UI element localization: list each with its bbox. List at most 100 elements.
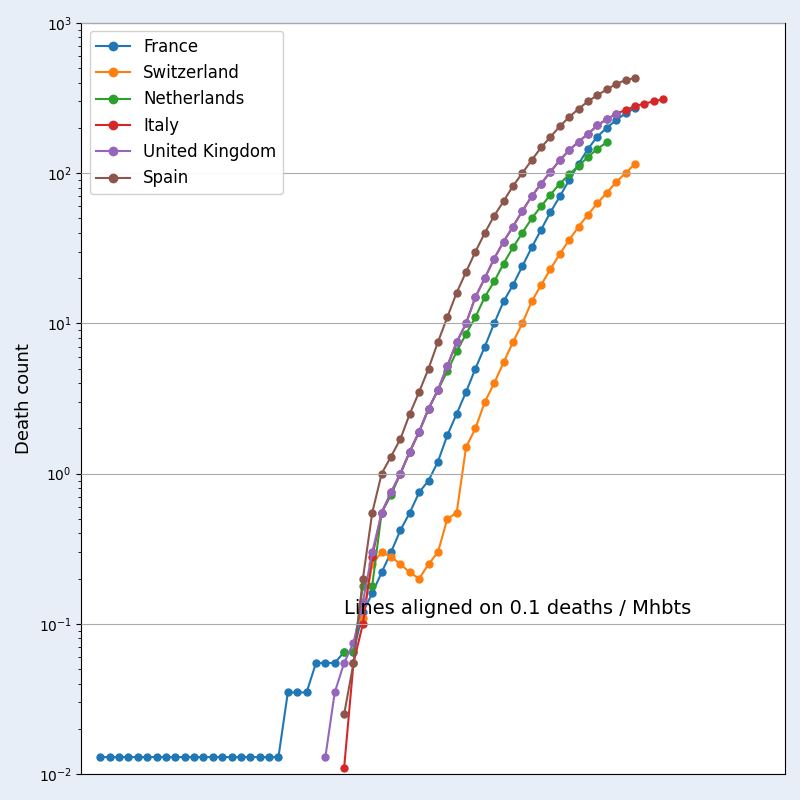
Spain <box>442 312 452 322</box>
Line: Spain: Spain <box>341 74 638 718</box>
United Kingdom <box>339 658 349 668</box>
Italy <box>583 129 593 138</box>
Spain <box>583 97 593 106</box>
Line: Switzerland: Switzerland <box>359 161 638 621</box>
Switzerland <box>470 424 480 434</box>
Line: Italy: Italy <box>341 96 666 771</box>
United Kingdom <box>367 547 377 557</box>
Netherlands <box>414 427 424 437</box>
Spain <box>424 364 434 374</box>
Italy <box>339 763 349 773</box>
Italy <box>452 338 462 347</box>
Italy <box>433 386 442 395</box>
Spain <box>377 469 386 478</box>
Switzerland <box>518 318 527 328</box>
Spain <box>480 228 490 238</box>
Spain <box>349 658 358 668</box>
Switzerland <box>498 358 508 367</box>
Netherlands <box>527 214 537 223</box>
Italy <box>508 222 518 231</box>
Spain <box>395 434 405 444</box>
Italy <box>480 274 490 283</box>
Italy <box>555 155 565 165</box>
Spain <box>339 710 349 719</box>
Netherlands <box>358 581 368 590</box>
Switzerland <box>508 338 518 347</box>
United Kingdom <box>386 488 396 498</box>
France <box>630 103 640 113</box>
Italy <box>593 121 602 130</box>
Spain <box>414 387 424 397</box>
United Kingdom <box>565 146 574 155</box>
Italy <box>470 292 480 302</box>
Line: Netherlands: Netherlands <box>341 139 610 655</box>
Switzerland <box>527 297 537 306</box>
France <box>218 752 227 762</box>
Spain <box>611 79 621 89</box>
United Kingdom <box>321 752 330 762</box>
United Kingdom <box>433 386 442 395</box>
Spain <box>621 75 630 85</box>
Switzerland <box>405 568 414 578</box>
Italy <box>639 98 649 108</box>
Switzerland <box>424 559 434 569</box>
Italy <box>574 137 583 146</box>
Italy <box>405 447 414 457</box>
Legend: France, Switzerland, Netherlands, Italy, United Kingdom, Spain: France, Switzerland, Netherlands, Italy,… <box>90 31 283 194</box>
United Kingdom <box>414 427 424 437</box>
United Kingdom <box>330 688 339 698</box>
Switzerland <box>621 168 630 178</box>
Switzerland <box>583 210 593 219</box>
United Kingdom <box>462 318 471 328</box>
Italy <box>536 179 546 189</box>
Spain <box>536 142 546 152</box>
Text: Lines aligned on 0.1 deaths / Mhbts: Lines aligned on 0.1 deaths / Mhbts <box>344 599 691 618</box>
Spain <box>593 90 602 100</box>
United Kingdom <box>358 597 368 606</box>
Spain <box>405 409 414 418</box>
Spain <box>386 452 396 462</box>
Spain <box>565 112 574 122</box>
Italy <box>462 318 471 328</box>
Italy <box>386 488 396 498</box>
Italy <box>630 102 640 111</box>
Spain <box>358 574 368 583</box>
United Kingdom <box>518 206 527 216</box>
Netherlands <box>583 152 593 162</box>
United Kingdom <box>611 109 621 118</box>
Switzerland <box>490 378 499 388</box>
United Kingdom <box>508 222 518 231</box>
United Kingdom <box>405 447 414 457</box>
Italy <box>565 146 574 155</box>
Spain <box>630 73 640 82</box>
Netherlands <box>546 190 555 199</box>
Spain <box>490 211 499 221</box>
France <box>95 752 105 762</box>
Italy <box>367 552 377 562</box>
Switzerland <box>367 559 377 569</box>
Italy <box>498 237 508 246</box>
Switzerland <box>536 280 546 290</box>
Netherlands <box>433 386 442 395</box>
Italy <box>546 167 555 177</box>
Italy <box>414 427 424 437</box>
Switzerland <box>593 198 602 208</box>
Switzerland <box>480 397 490 406</box>
Switzerland <box>611 178 621 187</box>
France <box>226 752 236 762</box>
United Kingdom <box>602 114 611 124</box>
Italy <box>377 508 386 518</box>
France <box>452 409 462 418</box>
Switzerland <box>442 514 452 524</box>
Switzerland <box>414 574 424 583</box>
Switzerland <box>433 547 442 557</box>
Italy <box>658 94 668 104</box>
Switzerland <box>358 613 368 622</box>
France <box>490 318 499 328</box>
Netherlands <box>349 647 358 657</box>
Netherlands <box>470 312 480 322</box>
Spain <box>452 288 462 298</box>
Line: France: France <box>97 105 638 761</box>
Spain <box>555 122 565 131</box>
United Kingdom <box>498 237 508 246</box>
